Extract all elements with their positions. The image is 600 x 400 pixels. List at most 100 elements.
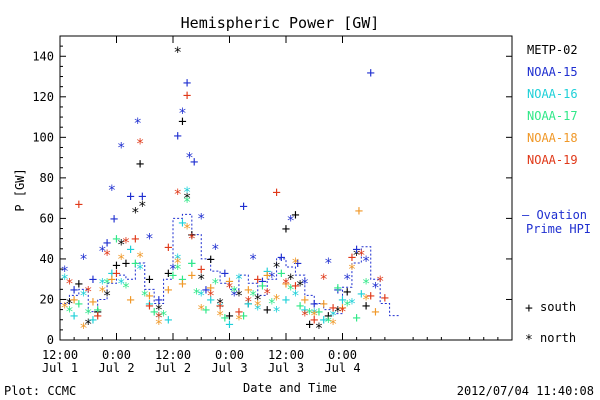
data-point: * (362, 254, 370, 270)
data-point: + (225, 317, 233, 333)
data-point: + (244, 282, 252, 298)
data-point: + (164, 313, 172, 329)
y-tick-label: 120 (32, 90, 54, 104)
data-point: * (79, 288, 87, 304)
data-point: + (352, 242, 360, 258)
data-point: + (178, 114, 186, 130)
data-point: * (301, 309, 309, 325)
data-point: + (258, 274, 266, 290)
y-tick-label: 100 (32, 130, 54, 144)
data-point: + (110, 211, 118, 227)
data-point: * (211, 276, 219, 292)
data-point: + (310, 297, 318, 313)
data-point: * (254, 292, 262, 308)
data-point: * (197, 288, 205, 304)
data-point: * (286, 282, 294, 298)
data-point: + (202, 282, 210, 298)
data-point: * (136, 262, 144, 278)
data-point: + (122, 256, 130, 272)
data-point: * (230, 288, 238, 304)
data-point: + (357, 286, 365, 302)
data-point: + (301, 303, 309, 319)
data-point: + (263, 268, 271, 284)
data-point: * (235, 313, 243, 329)
data-point: + (206, 292, 214, 308)
plot-timestamp: 2012/07/04 11:40:08 (457, 384, 594, 398)
data-point: * (136, 136, 144, 152)
data-point: * (103, 288, 111, 304)
data-point: + (126, 189, 134, 205)
data-point: + (291, 207, 299, 223)
data-point: + (244, 297, 252, 313)
data-point: * (216, 297, 224, 313)
legend-north-label: north (540, 331, 576, 345)
data-point: * (286, 213, 294, 229)
x-tick-label-date: Jul 1 (42, 361, 78, 375)
data-point: * (324, 256, 332, 272)
data-point: + (145, 297, 153, 313)
data-point: * (84, 317, 92, 333)
data-point: + (112, 232, 120, 248)
data-point: * (254, 303, 262, 319)
data-point: + (183, 88, 191, 104)
data-point: * (291, 256, 299, 272)
data-point: + (108, 266, 116, 282)
data-point: + (75, 197, 83, 213)
data-point: * (235, 272, 243, 288)
data-point: + (367, 65, 375, 81)
data-point: + (225, 309, 233, 325)
data-point: + (216, 299, 224, 315)
data-point: + (75, 297, 83, 313)
data-point: + (131, 232, 139, 248)
data-point: * (173, 45, 181, 61)
data-point: * (216, 301, 224, 317)
data-point: * (263, 286, 271, 302)
data-point: + (348, 250, 356, 266)
x-tick-label-time: 0:00 (102, 348, 131, 362)
data-point: * (296, 278, 304, 294)
data-point: * (249, 288, 257, 304)
data-point: * (65, 305, 73, 321)
data-point: * (211, 242, 219, 258)
data-point: * (192, 286, 200, 302)
data-point: * (188, 232, 196, 248)
data-point: * (173, 252, 181, 268)
data-point: * (305, 307, 313, 323)
data-point: * (173, 187, 181, 203)
data-point: + (254, 272, 262, 288)
data-point: * (272, 260, 280, 276)
y-tick-label: 60 (40, 211, 54, 225)
data-point: + (282, 292, 290, 308)
plot-credit: Plot: CCMC (4, 384, 76, 398)
legend: — Ovation Prime HPI + south * north METP… (522, 43, 591, 348)
data-point: * (319, 272, 327, 288)
data-point: * (301, 276, 309, 292)
legend-south-label: south (540, 300, 576, 314)
data-point: * (235, 288, 243, 304)
data-point: * (169, 262, 177, 278)
data-point: * (98, 276, 106, 292)
data-point: * (268, 270, 276, 286)
y-tick-label: 80 (40, 171, 54, 185)
data-point: + (112, 258, 120, 274)
data-point: * (79, 321, 87, 337)
data-point: * (65, 276, 73, 292)
data-point: + (164, 282, 172, 298)
data-point: + (319, 313, 327, 329)
data-point: * (343, 299, 351, 315)
data-point: + (169, 268, 177, 284)
data-point: * (324, 315, 332, 331)
data-point: * (185, 151, 193, 167)
data-point: * (117, 252, 125, 268)
data-point: * (183, 195, 191, 211)
legend-entry: METP-02 (527, 43, 578, 57)
data-point: + (145, 288, 153, 304)
data-point: + (178, 215, 186, 231)
data-point: + (145, 299, 153, 315)
x-tick-label-date: Jul 2 (98, 361, 134, 375)
data-point: * (103, 248, 111, 264)
data-point: * (84, 284, 92, 300)
data-point: + (362, 299, 370, 315)
data-point: + (173, 128, 181, 144)
data-point: + (334, 282, 342, 298)
